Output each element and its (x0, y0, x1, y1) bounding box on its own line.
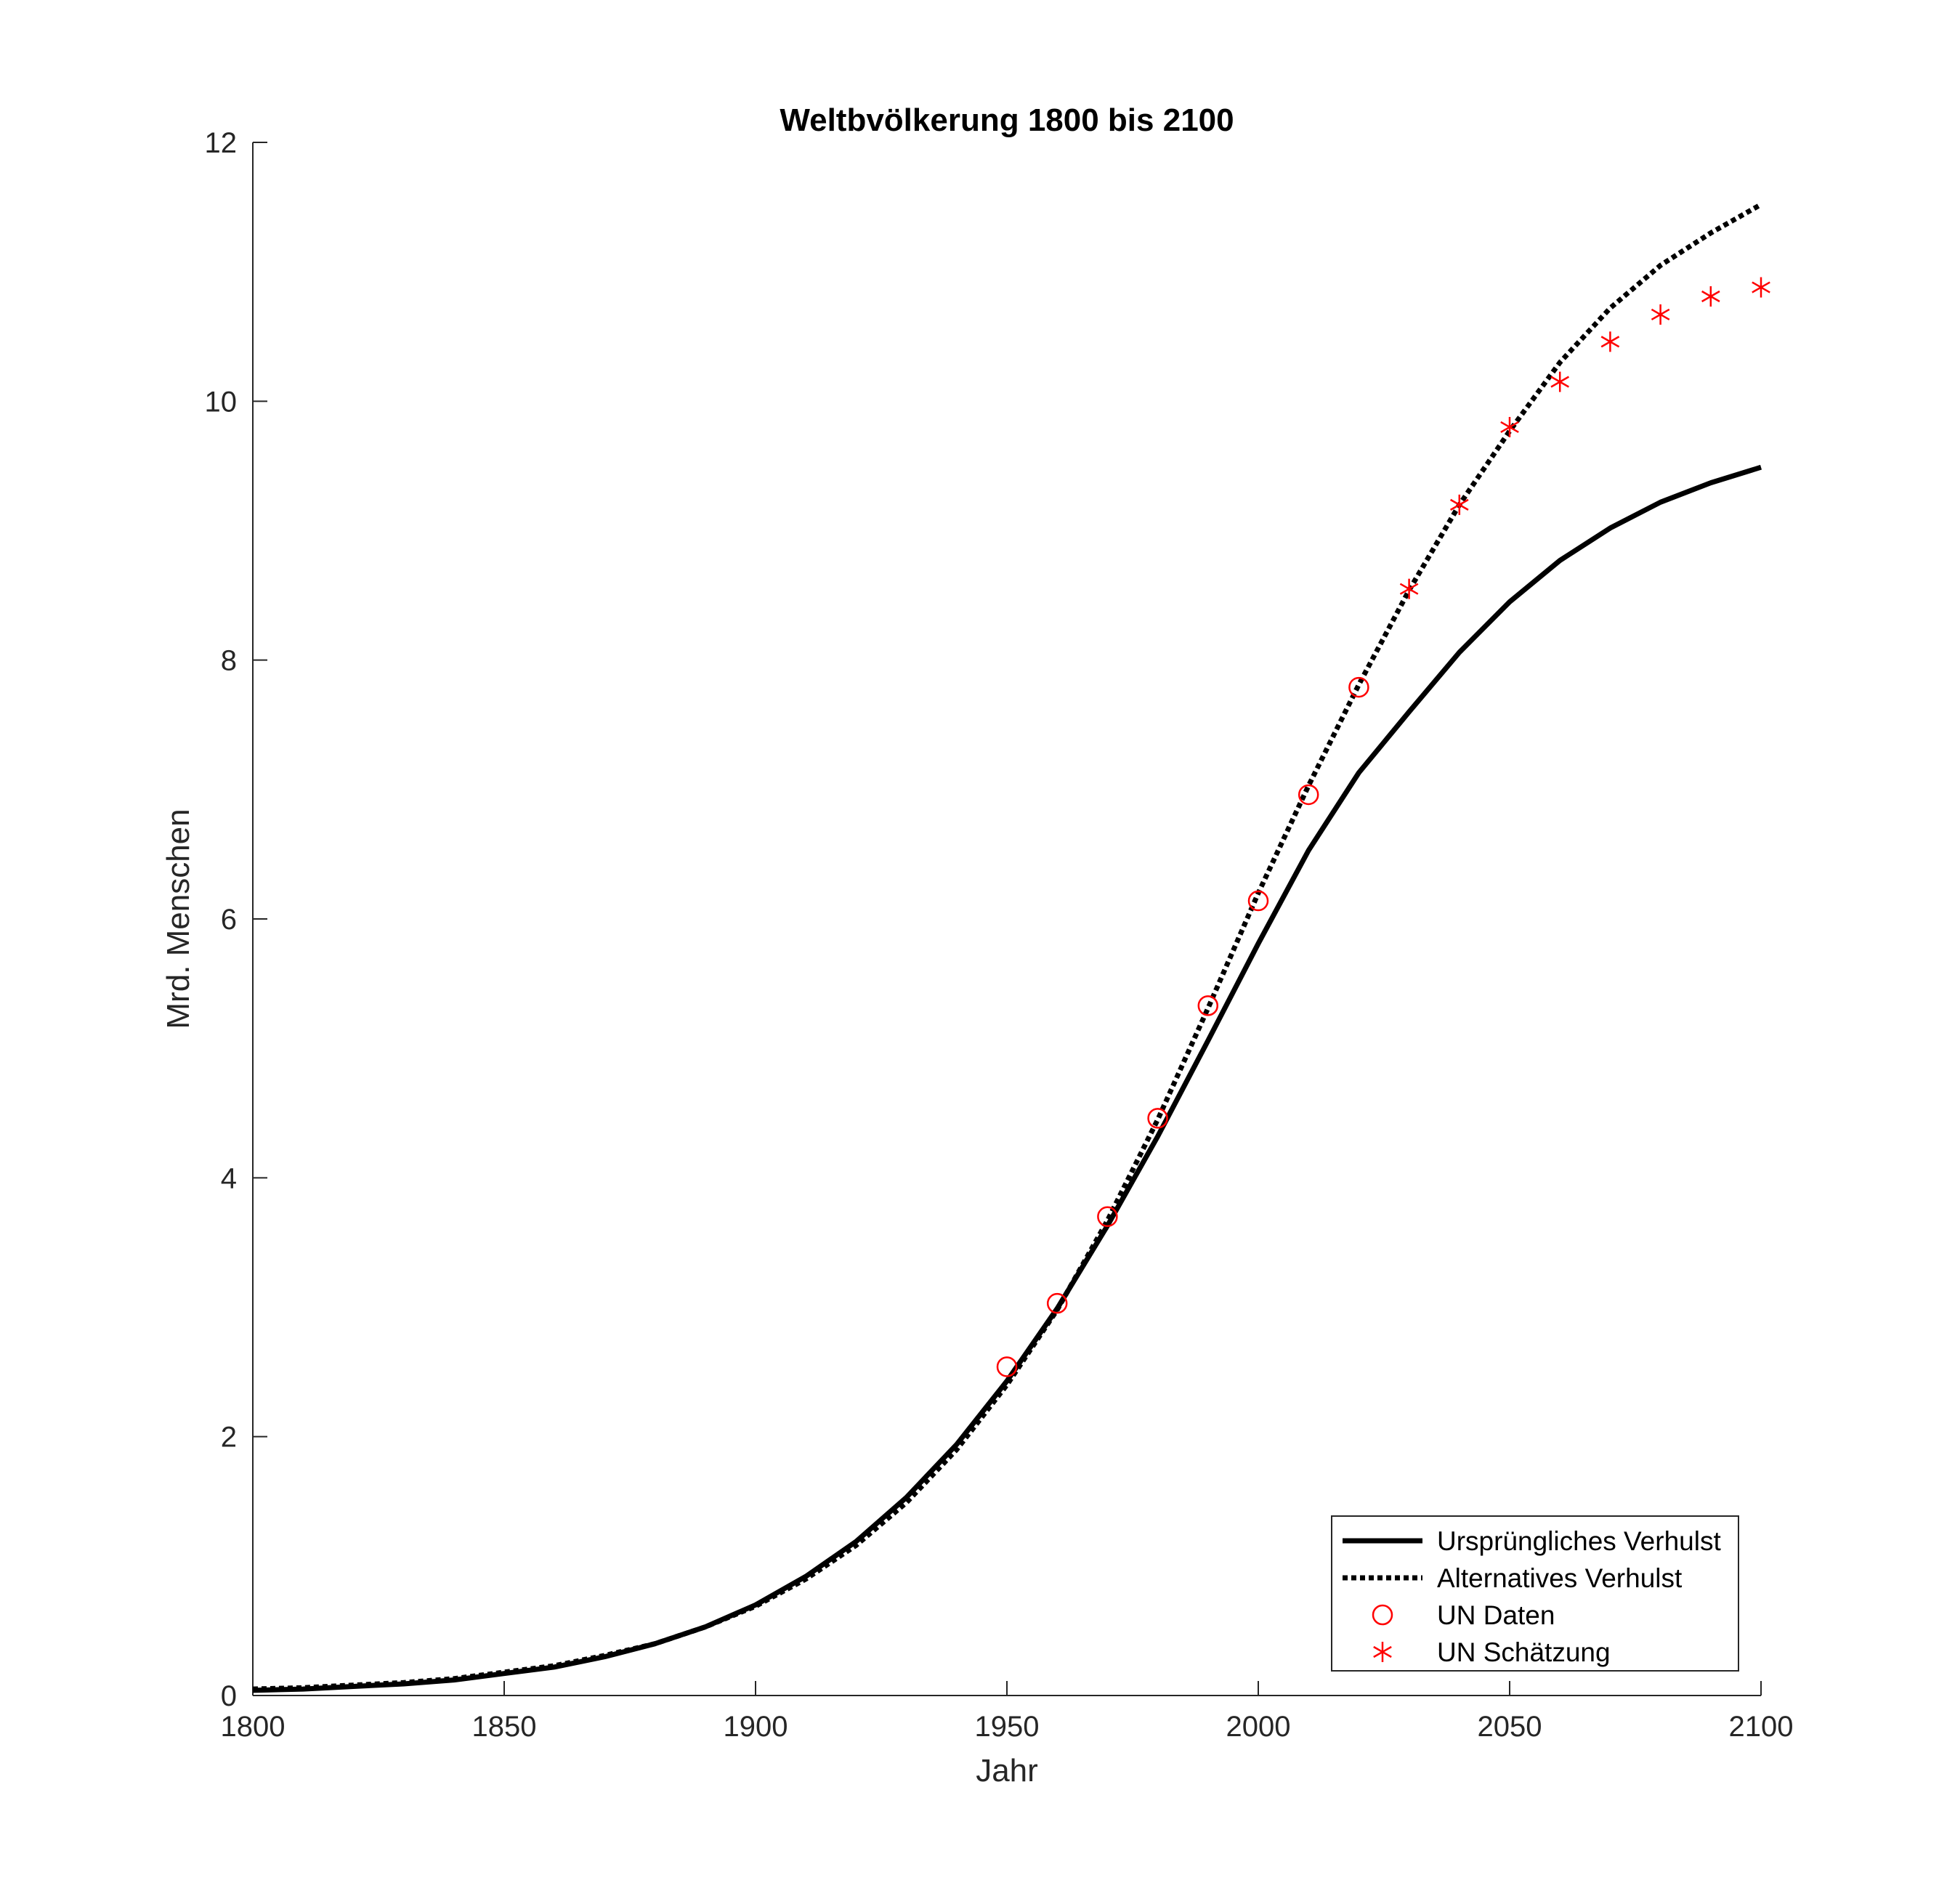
data-point-circle (1298, 784, 1319, 806)
data-point-asterisk (1399, 578, 1419, 599)
data-point-asterisk (1752, 277, 1770, 298)
legend-label: UN Schätzung (1437, 1637, 1611, 1667)
data-point-circle (1097, 1206, 1118, 1228)
data-point-asterisk (1449, 494, 1469, 515)
data-point-circle (1147, 1108, 1168, 1129)
asterisk-stroke (1550, 376, 1570, 388)
series-line-solid (252, 464, 1762, 1693)
legend-swatch-circle (1372, 1604, 1393, 1626)
asterisk-stroke (1600, 336, 1620, 348)
x-tick-label: 2050 (1478, 1711, 1542, 1743)
legend-entry: UN Daten (1372, 1600, 1555, 1630)
asterisk-stroke (1399, 583, 1419, 595)
asterisk-stroke (1701, 290, 1720, 303)
y-tick-label: 4 (221, 1162, 237, 1194)
legend-entry: Ursprüngliches Verhulst (1343, 1526, 1721, 1556)
y-tick-label: 0 (221, 1680, 237, 1712)
y-tick-label: 12 (205, 127, 238, 159)
asterisk-stroke (1373, 1645, 1392, 1658)
legend-label: Ursprüngliches Verhulst (1437, 1526, 1721, 1556)
x-tick-label: 2100 (1729, 1711, 1794, 1743)
x-tick-label: 1950 (975, 1711, 1040, 1743)
y-axis-title: Mrd. Menschen (161, 809, 196, 1029)
series-4 (1399, 277, 1770, 599)
legend-entry: Alternatives Verhulst (1343, 1563, 1683, 1593)
legend: Ursprüngliches Verhulst Alternatives Verh… (1331, 1515, 1739, 1672)
asterisk-stroke (1651, 308, 1670, 321)
asterisk-stroke (1449, 498, 1469, 511)
x-tick-label: 2000 (1226, 1711, 1291, 1743)
y-tick-label: 6 (221, 904, 237, 936)
chart-title: Weltbvölkerung 1800 bis 2100 (780, 102, 1234, 138)
legend-swatch-asterisk (1373, 1642, 1392, 1662)
series-line-dotted (252, 202, 1762, 1692)
asterisk-stroke (1500, 421, 1519, 434)
legend-entry: UN Schätzung (1373, 1637, 1611, 1667)
data-point-circle (1046, 1292, 1068, 1314)
data-point-asterisk (1550, 371, 1570, 392)
legend-label: Alternatives Verhulst (1437, 1563, 1683, 1593)
data-point-circle (1348, 676, 1369, 698)
data-point-circle (996, 1356, 1018, 1377)
legend-label: UN Daten (1437, 1600, 1555, 1630)
x-axis-title: Jahr (976, 1753, 1038, 1788)
x-tick-label: 1850 (472, 1711, 537, 1743)
x-tick-label: 1900 (724, 1711, 788, 1743)
data-point-asterisk (1600, 331, 1620, 352)
data-point-circle (1197, 995, 1219, 1016)
x-tick-label: 1800 (221, 1711, 286, 1743)
asterisk-stroke (1752, 281, 1770, 293)
data-point-asterisk (1651, 304, 1670, 325)
data-point-asterisk (1701, 286, 1720, 307)
series-layer (252, 202, 1770, 1693)
y-tick-label: 10 (205, 386, 238, 418)
series-2 (252, 202, 1762, 1692)
y-tick-label: 8 (221, 645, 237, 677)
series-3 (996, 676, 1369, 1377)
axes: 1800 1850 1900 1950 2000 2050 2100 0 2 4 6 8 10 12 (205, 127, 1794, 1743)
series-1 (252, 464, 1762, 1693)
data-point-circle (1247, 890, 1269, 912)
y-tick-label: 2 (221, 1422, 237, 1454)
data-point-asterisk (1500, 416, 1519, 437)
